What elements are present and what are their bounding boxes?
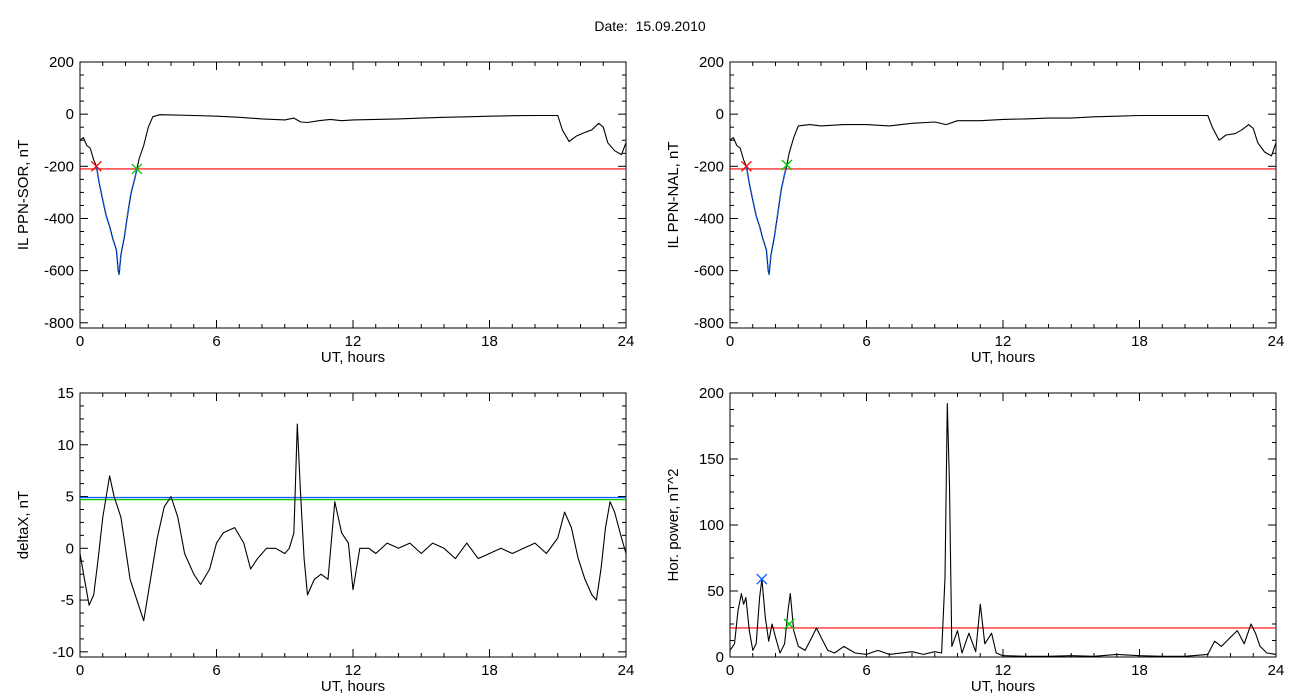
chart-3-ytick-label: 0 [66,540,74,557]
chart-4-ytick-label: 200 [699,385,724,402]
chart-1-xtick-label: 24 [618,333,635,350]
chart-4-ytick-label: 50 [707,583,724,600]
chart-2-ylabel: IL PPN-NAL, nT [665,142,682,249]
chart-1-marker [90,160,102,172]
chart-1-ytick-label: -200 [44,158,74,175]
chart-4-ylabel: Hor. power, nT^2 [665,469,682,582]
chart-2-ytick-label: 200 [699,54,724,71]
chart-2-ytick-label: -800 [694,315,724,332]
chart-3-xlabel: UT, hours [321,678,385,695]
chart-2-marker [740,160,752,172]
chart-1-ytick-label: 200 [49,54,74,71]
chart-1-xlabel: UT, hours [321,349,385,366]
chart-1-marker [131,163,143,175]
chart-3-xtick-label: 6 [212,662,220,679]
chart-4-xtick-label: 12 [995,662,1012,679]
chart-2-xtick-label: 18 [1131,333,1148,350]
chart-3-ytick-label: 10 [57,437,74,454]
chart-4-marker [783,618,795,630]
chart-3-frame [79,392,627,658]
chart-3-ytick-label: -5 [61,592,74,609]
chart-2-marker [781,159,793,171]
chart-3-ylabel: deltaX, nT [15,491,32,559]
chart-1-ytick-label: -800 [44,315,74,332]
chart-4-ytick-label: 100 [699,517,724,534]
chart-1-ytick-label: 0 [66,106,74,123]
page-title: Date: 15.09.2010 [594,18,706,34]
chart-4-frame [729,392,1277,658]
chart-3-ytick-label: -10 [52,644,74,661]
chart-3-xtick-label: 18 [481,662,498,679]
chart-3-xtick-label: 0 [76,662,84,679]
chart-1-series-line [79,114,627,276]
chart-2-xlabel: UT, hours [971,349,1035,366]
chart-2-xtick-label: 0 [726,333,734,350]
chart-2-ytick-label: 0 [716,106,724,123]
chart-1-ylabel: IL PPN-SOR, nT [15,140,32,250]
chart-1-frame [79,61,627,329]
chart-4-xtick-label: 24 [1268,662,1285,679]
chart-1-xtick-label: 0 [76,333,84,350]
chart-4-series-line [729,403,1277,657]
chart-2-frame [729,61,1277,329]
chart-3-ytick-label: 15 [57,385,74,402]
chart-4-xtick-label: 18 [1131,662,1148,679]
chart-3-xtick-label: 12 [345,662,362,679]
chart-2-highlight-segment [745,164,788,275]
chart-4-ytick-label: 150 [699,451,724,468]
chart-1-ytick-label: -600 [44,263,74,280]
chart-2-xtick-label: 24 [1268,333,1285,350]
chart-4-xtick-label: 6 [862,662,870,679]
chart-1-ytick-label: -400 [44,210,74,227]
chart-4-xtick-label: 0 [726,662,734,679]
chart-1-xtick-label: 6 [212,333,220,350]
chart-2-series-line [729,114,1277,276]
chart-4-xlabel: UT, hours [971,678,1035,695]
chart-1-xtick-label: 12 [345,333,362,350]
chart-2-xtick-label: 6 [862,333,870,350]
chart-2-xtick-label: 12 [995,333,1012,350]
chart-4-marker [756,573,768,585]
chart-1-highlight-segment [95,166,138,275]
chart-2-ytick-label: -400 [694,210,724,227]
chart-1-xtick-label: 18 [481,333,498,350]
chart-2-ytick-label: -200 [694,158,724,175]
chart-3-ytick-label: 5 [66,489,74,506]
chart-3-xtick-label: 24 [618,662,635,679]
chart-3-series-line [79,423,627,622]
chart-4-ytick-label: 0 [716,649,724,666]
chart-2-ytick-label: -600 [694,263,724,280]
